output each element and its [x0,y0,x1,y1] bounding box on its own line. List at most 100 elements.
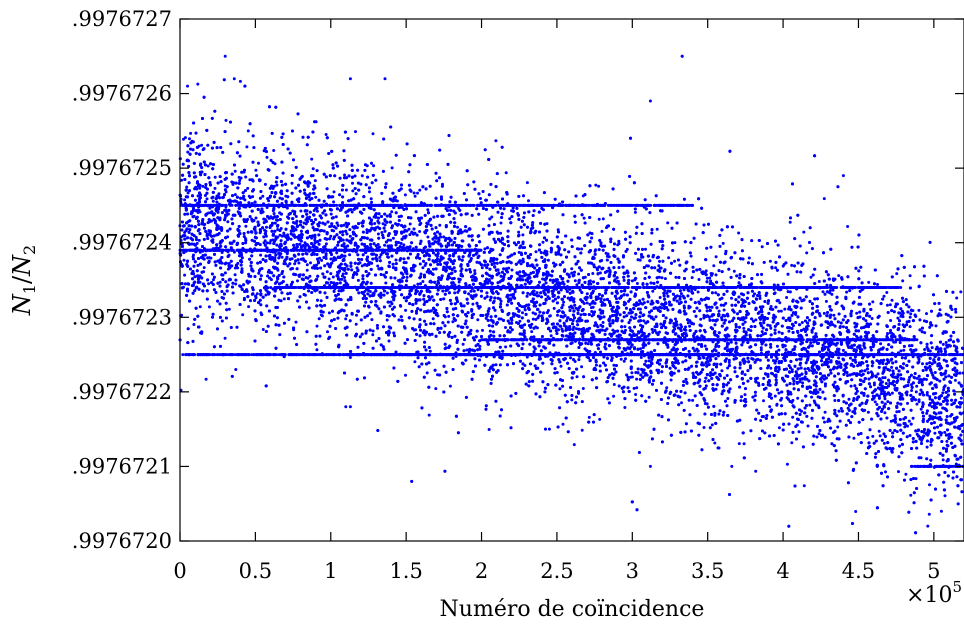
data-point [771,359,775,362]
data-point [591,272,595,275]
data-point [919,407,923,411]
data-point [830,292,834,296]
data-point [802,230,806,234]
data-point [879,342,883,346]
data-point [760,310,764,314]
data-point [908,315,912,319]
data-point [434,387,438,391]
data-point [742,326,746,330]
data-point [777,330,781,334]
data-point [556,228,560,232]
data-point [324,257,328,260]
data-point [261,328,265,331]
data-point [575,327,578,331]
data-point [247,194,251,198]
data-point [727,381,730,385]
data-point [684,325,687,329]
data-point [224,118,228,122]
data-point [914,477,918,481]
data-point [218,280,222,284]
data-point [888,303,892,307]
data-point [431,267,435,271]
data-point [348,253,352,257]
data-point [223,208,227,212]
data-point [213,175,217,179]
data-point [810,395,814,399]
data-point [833,399,837,402]
data-point [789,350,793,354]
data-point [921,362,924,366]
data-point [389,238,393,242]
data-point [585,301,589,305]
data-point [751,294,755,298]
data-point [207,211,210,215]
data-point [336,224,340,227]
data-point [290,181,294,185]
data-point [183,198,187,202]
data-point [294,320,298,324]
data-point [371,329,375,333]
data-point [517,230,521,234]
data-point [601,321,605,324]
data-point [930,346,934,350]
data-point [391,236,395,240]
data-point [195,241,199,245]
data-point [484,316,488,320]
data-point [344,317,348,321]
data-point [351,189,355,193]
data-point [202,266,206,270]
data-point [280,255,284,259]
data-point [322,256,326,259]
data-point [467,292,471,296]
data-point [570,341,574,345]
data-point [225,210,229,214]
data-point [869,345,873,349]
data-point [909,493,913,497]
data-point [876,283,879,286]
data-point [250,238,254,242]
data-point [890,365,894,369]
data-point [534,250,538,254]
data-point [311,167,315,171]
data-point [737,231,741,235]
data-point [801,381,805,385]
data-point [642,319,646,323]
data-point [738,363,742,366]
data-point [278,233,282,237]
data-point [703,328,706,332]
data-point [815,435,819,439]
data-point [376,264,380,268]
data-point [238,79,242,83]
data-point [371,132,375,136]
data-point [305,263,309,267]
data-point [714,273,718,277]
data-point [903,425,907,429]
data-point [624,328,627,332]
data-point [845,290,849,294]
data-point [197,238,201,242]
data-point [839,407,843,410]
data-point [518,319,522,323]
data-point [695,360,699,364]
data-point [785,296,789,299]
data-point [504,326,507,329]
data-point [349,198,353,202]
data-point [854,510,858,513]
data-point [889,328,892,332]
data-point [774,266,778,270]
data-point [802,484,806,488]
data-point [310,157,314,161]
data-point [317,317,321,321]
data-point [709,279,713,283]
data-point [340,277,344,281]
data-point [456,290,460,294]
data-point [908,434,912,437]
data-point [882,294,886,298]
data-point [471,302,475,306]
data-point [315,209,319,213]
data-point [798,363,802,367]
data-point [658,259,661,263]
data-point [607,266,611,270]
data-point [925,391,929,394]
data-point [754,469,758,473]
